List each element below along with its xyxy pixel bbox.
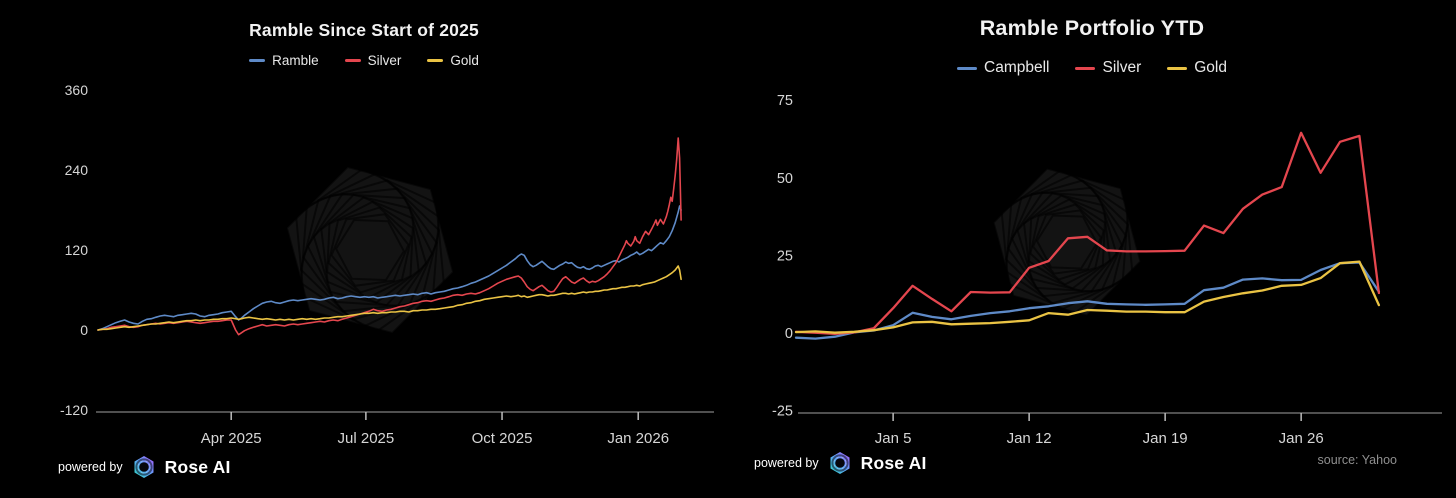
right-chart-legend: Campbell Silver Gold xyxy=(728,59,1456,77)
silver-line xyxy=(97,137,682,336)
x-tick-label: Jan 12 xyxy=(1007,430,1052,447)
watermark-logo xyxy=(992,167,1142,317)
x-tick-label: Jan 19 xyxy=(1143,430,1188,447)
legend-item-silver[interactable]: Silver xyxy=(1075,59,1141,77)
left-chart-legend: Ramble Silver Gold xyxy=(0,53,728,68)
campbell-line xyxy=(794,261,1381,340)
right-chart-title: Ramble Portfolio YTD xyxy=(979,16,1205,40)
x-tick-label: Jan 2026 xyxy=(607,430,669,447)
rose-ai-logo-icon xyxy=(830,452,850,474)
chart-panel-right: Jan 5 Jan 12 Jan 19 Jan 26 75 50 25 0 -25 Ramble… xyxy=(728,0,1456,498)
source-note: source: Yahoo xyxy=(1317,453,1397,467)
legend-item-gold[interactable]: Gold xyxy=(427,53,479,68)
watermark-logo xyxy=(285,165,455,335)
y-tick-label: -120 xyxy=(60,402,88,418)
legend-swatch xyxy=(249,59,266,62)
legend-label: Campbell xyxy=(984,59,1050,76)
legend-swatch xyxy=(1075,66,1096,70)
left-chart-canvas: Apr 2025 Jul 2025 Oct 2025 Jan 2026 360 240 12… xyxy=(60,82,714,447)
chart-panel-left: Apr 2025 Jul 2025 Oct 2025 Jan 2026 360 240 12… xyxy=(0,20,728,480)
legend-swatch xyxy=(957,66,977,70)
legend-item-ramble[interactable]: Ramble xyxy=(249,53,319,68)
legend-swatch xyxy=(344,59,361,62)
x-tick-label: Apr 2025 xyxy=(201,430,262,447)
x-tick-label: Jan 5 xyxy=(875,430,912,447)
left-chart-title: Ramble Since Start of 2025 xyxy=(249,20,479,40)
y-tick-label: 120 xyxy=(65,242,89,258)
legend-swatch xyxy=(1167,66,1188,70)
y-tick-label: -25 xyxy=(772,404,793,420)
powered-by-right: powered by Rose AI xyxy=(754,450,927,476)
y-tick-label: 25 xyxy=(777,248,793,264)
gold-line xyxy=(794,260,1381,334)
legend-label: Silver xyxy=(1102,59,1142,76)
y-tick-label: 240 xyxy=(65,162,89,178)
legend-item-silver[interactable]: Silver xyxy=(344,53,402,68)
y-tick-label: 50 xyxy=(777,171,793,187)
powered-by-label: powered by xyxy=(58,460,123,474)
legend-label: Ramble xyxy=(272,53,319,68)
powered-by-label: powered by xyxy=(754,456,819,470)
y-tick-label: 0 xyxy=(80,322,88,338)
silver-line xyxy=(794,131,1381,336)
right-chart-canvas: Jan 5 Jan 12 Jan 19 Jan 26 75 50 25 0 -25 xyxy=(772,93,1442,447)
x-tick-label: Oct 2025 xyxy=(472,430,533,447)
legend-item-campbell[interactable]: Campbell xyxy=(957,59,1049,77)
legend-swatch xyxy=(427,59,444,62)
legend-label: Gold xyxy=(1194,59,1227,76)
legend-item-gold[interactable]: Gold xyxy=(1167,59,1227,77)
brand-name: Rose AI xyxy=(164,456,231,477)
legend-label: Gold xyxy=(450,53,479,68)
brand-name: Rose AI xyxy=(860,452,927,473)
y-tick-label: 360 xyxy=(65,82,89,98)
powered-by-left: powered by Rose AI xyxy=(58,454,231,480)
x-tick-label: Jan 26 xyxy=(1279,430,1324,447)
legend-label: Silver xyxy=(367,53,402,68)
rose-ai-logo-icon xyxy=(134,456,154,478)
ramble-line xyxy=(97,205,682,331)
x-tick-label: Jul 2025 xyxy=(338,430,395,447)
gold-line xyxy=(97,265,682,331)
y-tick-label: 75 xyxy=(777,93,793,109)
y-tick-label: 0 xyxy=(785,326,793,342)
